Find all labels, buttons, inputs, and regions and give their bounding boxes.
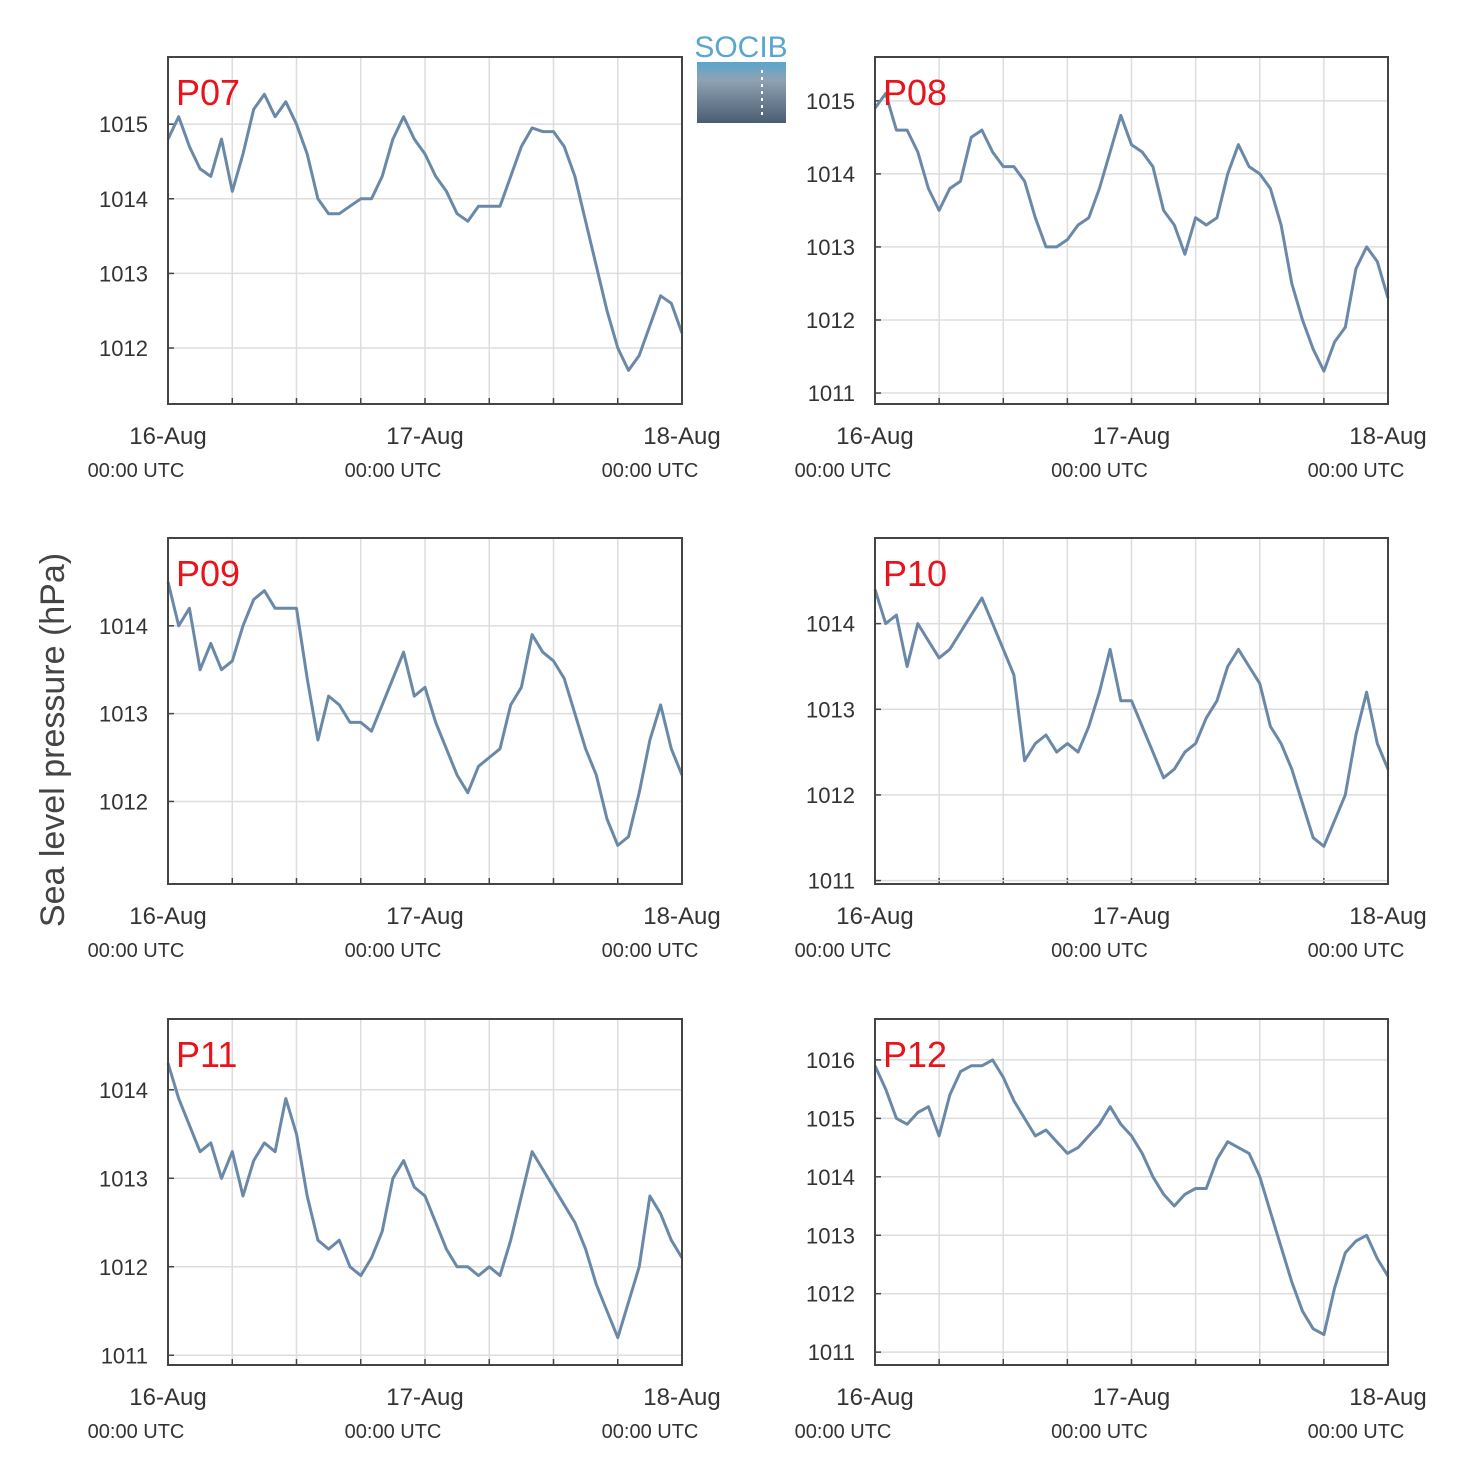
x-tick-label: 17-Aug [1093, 903, 1170, 930]
x-tick-sublabel: 00:00 UTC [88, 460, 185, 482]
y-tick-label: 1015 [806, 1106, 855, 1131]
x-tick-label: 17-Aug [1093, 1384, 1170, 1411]
y-tick-label: 1012 [99, 1255, 148, 1280]
y-tick-label: 1012 [99, 789, 148, 814]
y-tick-label: 1013 [806, 235, 855, 260]
x-tick-label: 17-Aug [386, 1384, 463, 1411]
x-tick-label: 17-Aug [386, 423, 463, 450]
y-tick-label: 1012 [99, 336, 148, 361]
panel-title: P07 [176, 72, 240, 113]
y-tick-label: 1014 [806, 1165, 855, 1190]
x-tick-label: 17-Aug [386, 903, 463, 930]
plot-frame [167, 537, 683, 885]
y-tick-label: 1015 [99, 112, 148, 137]
line [873, 1058, 1390, 1337]
y-tick-label: 1014 [806, 162, 855, 187]
y-tick-label: 1014 [99, 1078, 148, 1103]
panel: 16-Aug 00:00 UTC 17-Aug 00:00 UTC 18-Aug 00:0… [88, 1018, 721, 1443]
x-tick-label: 18-Aug [1349, 1384, 1426, 1411]
plot-frame [167, 1018, 683, 1366]
x-tick-sublabel: 00:00 UTC [602, 460, 699, 482]
y-tick-label: 1011 [808, 1340, 855, 1365]
y-tick-label: 1013 [99, 1166, 148, 1191]
x-tick-sublabel: 00:00 UTC [88, 1421, 185, 1443]
x-tick-label: 18-Aug [643, 423, 720, 450]
y-tick-label: 1015 [806, 89, 855, 114]
x-tick-sublabel: 00:00 UTC [345, 460, 442, 482]
x-tick-label: 17-Aug [1093, 423, 1170, 450]
panel: 16-Aug 00:00 UTC 17-Aug 00:00 UTC 18-Aug 00:0… [88, 537, 721, 962]
line [873, 588, 1390, 848]
x-tick-sublabel: 00:00 UTC [795, 940, 892, 962]
logo-graphic [697, 62, 786, 123]
x-tick-sublabel: 00:00 UTC [345, 1421, 442, 1443]
x-tick-label: 16-Aug [836, 903, 913, 930]
x-tick-sublabel: 00:00 UTC [795, 460, 892, 482]
x-tick-label: 16-Aug [129, 423, 206, 450]
x-tick-sublabel: 00:00 UTC [1051, 940, 1148, 962]
x-tick-sublabel: 00:00 UTC [1308, 1421, 1405, 1443]
plot-frame [874, 537, 1389, 885]
x-tick-label: 18-Aug [643, 903, 720, 930]
x-tick-label: 16-Aug [836, 1384, 913, 1411]
y-tick-label: 1013 [99, 702, 148, 727]
panel: 16-Aug 00:00 UTC 17-Aug 00:00 UTC 18-Aug 00:0… [795, 56, 1427, 482]
x-tick-label: 18-Aug [643, 1384, 720, 1411]
y-tick-label: 1011 [808, 869, 855, 894]
panel-title: P11 [176, 1034, 237, 1075]
y-tick-label: 1013 [806, 1223, 855, 1248]
x-tick-sublabel: 00:00 UTC [795, 1421, 892, 1443]
x-tick-sublabel: 00:00 UTC [602, 940, 699, 962]
panel: 16-Aug 00:00 UTC 17-Aug 00:00 UTC 18-Aug 00:0… [795, 1018, 1427, 1443]
x-tick-sublabel: 00:00 UTC [88, 940, 185, 962]
line [166, 1062, 684, 1340]
panel-title: P08 [883, 72, 947, 113]
logo: SOCIB [694, 31, 788, 123]
logo-text: SOCIB [694, 31, 787, 64]
y-tick-label: 1016 [806, 1048, 855, 1073]
x-tick-sublabel: 00:00 UTC [1308, 940, 1405, 962]
panel: 16-Aug 00:00 UTC 17-Aug 00:00 UTC 18-Aug 00:0… [88, 56, 721, 482]
y-tick-label: 1011 [101, 1343, 148, 1368]
panel-title: P09 [176, 553, 240, 594]
y-tick-label: 1013 [806, 697, 855, 722]
y-tick-label: 1014 [99, 614, 148, 639]
x-tick-sublabel: 00:00 UTC [602, 1421, 699, 1443]
panel-title: P12 [883, 1034, 947, 1075]
x-tick-sublabel: 00:00 UTC [345, 940, 442, 962]
x-tick-label: 18-Aug [1349, 423, 1426, 450]
y-tick-label: 1012 [806, 308, 855, 333]
y-tick-label: 1012 [806, 1282, 855, 1307]
plot-frame [167, 56, 683, 405]
x-tick-sublabel: 00:00 UTC [1308, 460, 1405, 482]
y-tick-label: 1014 [99, 187, 148, 212]
line [166, 92, 684, 372]
line [873, 92, 1390, 373]
y-tick-label: 1011 [808, 381, 855, 406]
y-tick-label: 1014 [806, 612, 855, 637]
plot-frame [874, 1018, 1389, 1366]
x-tick-sublabel: 00:00 UTC [1051, 460, 1148, 482]
line [166, 581, 684, 847]
panel-title: P10 [883, 553, 947, 594]
x-tick-sublabel: 00:00 UTC [1051, 1421, 1148, 1443]
x-tick-label: 16-Aug [836, 423, 913, 450]
x-tick-label: 18-Aug [1349, 903, 1426, 930]
x-tick-label: 16-Aug [129, 903, 206, 930]
y-axis-label: Sea level pressure (hPa) [34, 553, 72, 927]
plot-frame [874, 56, 1389, 405]
y-tick-label: 1013 [99, 261, 148, 286]
y-tick-label: 1012 [806, 783, 855, 808]
panel: 16-Aug 00:00 UTC 17-Aug 00:00 UTC 18-Aug 00:0… [795, 537, 1427, 962]
x-tick-label: 16-Aug [129, 1384, 206, 1411]
